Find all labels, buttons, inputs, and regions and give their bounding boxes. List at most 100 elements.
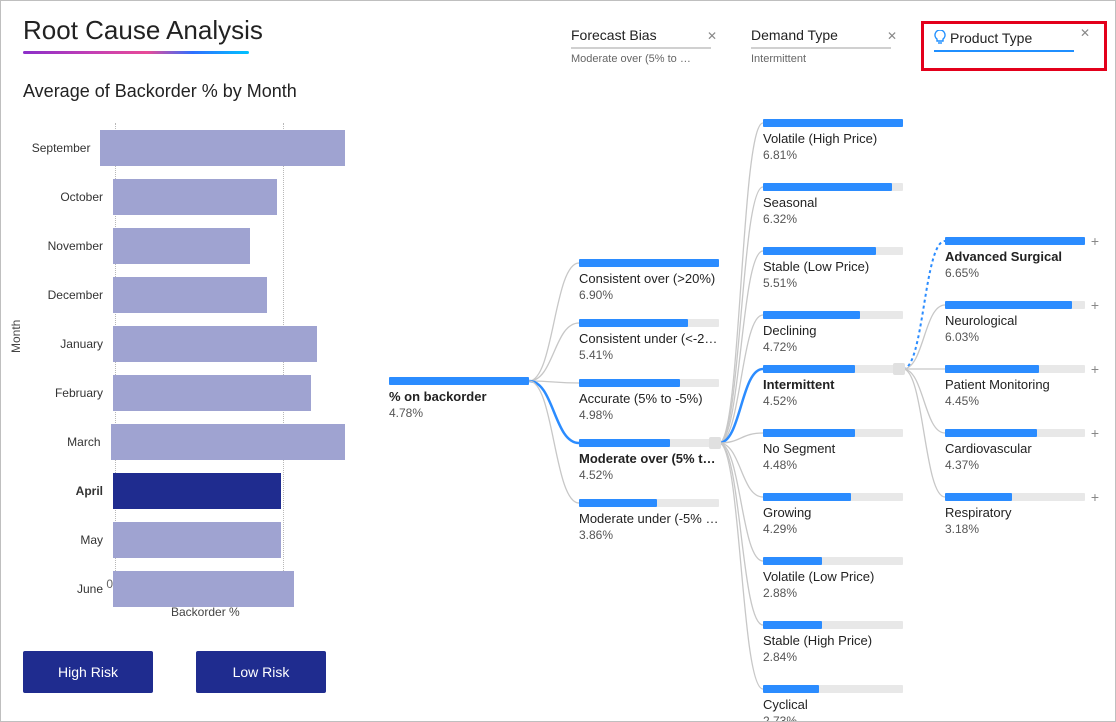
node-label: Accurate (5% to -5%) (579, 391, 719, 407)
node-bar-fill (579, 499, 657, 507)
tree-node[interactable]: Stable (High Price)2.84% (763, 621, 903, 664)
node-bar-fill (763, 557, 822, 565)
tree-node[interactable]: Cardiovascular4.37%+ (945, 429, 1085, 472)
bar-fill (113, 522, 281, 558)
node-bar-fill (763, 429, 855, 437)
crumb-title: Demand Type (751, 27, 838, 45)
node-label: Moderate over (5% t… (579, 451, 719, 467)
tree-node[interactable]: Seasonal6.32% (763, 183, 903, 226)
node-label: No Segment (763, 441, 903, 457)
bar-row[interactable]: June (23, 564, 345, 613)
close-icon[interactable]: ✕ (887, 29, 897, 43)
crumb-underline (934, 50, 1074, 52)
tree-node[interactable]: Respiratory3.18%+ (945, 493, 1085, 536)
tree-node[interactable]: % on backorder4.78% (389, 377, 529, 420)
tree-node[interactable]: Advanced Surgical6.65%+ (945, 237, 1085, 280)
tree-node[interactable]: Moderate over (5% t…4.52% (579, 439, 719, 482)
node-bar-fill (579, 439, 670, 447)
node-label: Volatile (Low Price) (763, 569, 903, 585)
tree-node[interactable]: Patient Monitoring4.45%+ (945, 365, 1085, 408)
node-label: Cardiovascular (945, 441, 1085, 457)
close-icon[interactable]: ✕ (707, 29, 717, 43)
crumb-underline (571, 47, 711, 49)
tree-node[interactable]: Accurate (5% to -5%)4.98% (579, 379, 719, 422)
tree-node[interactable]: Cyclical2.73% (763, 685, 903, 722)
bar-fill (113, 375, 311, 411)
node-label: Moderate under (-5% … (579, 511, 719, 527)
tree-node[interactable]: Consistent over (>20%)6.90% (579, 259, 719, 302)
node-bar-fill (763, 685, 819, 693)
node-value: 2.84% (763, 650, 903, 664)
bar-fill (113, 277, 267, 313)
low-risk-button[interactable]: Low Risk (196, 651, 326, 693)
node-label: Seasonal (763, 195, 903, 211)
bar-row[interactable]: January (23, 319, 345, 368)
node-value: 4.45% (945, 394, 1085, 408)
tree-node[interactable]: No Segment4.48% (763, 429, 903, 472)
node-value: 6.32% (763, 212, 903, 226)
node-bar-fill (945, 237, 1085, 245)
decomposition-tree: % on backorder4.78% Consistent over (>20%… (389, 101, 1109, 721)
tree-node[interactable]: Intermittent4.52% (763, 365, 903, 408)
bar-label: November (23, 239, 113, 253)
node-label: Respiratory (945, 505, 1085, 521)
bar-fill (113, 228, 250, 264)
tree-level-header[interactable]: Demand Type Intermittent ✕ (751, 27, 911, 65)
plus-icon[interactable]: + (1091, 233, 1099, 249)
bar-chart: 0%5% Month Backorder % SeptemberOctoberN… (23, 123, 345, 593)
bar-row[interactable]: September (23, 123, 345, 172)
bar-row[interactable]: March (23, 417, 345, 466)
tree-node[interactable]: Stable (Low Price)5.51% (763, 247, 903, 290)
tree-level-header[interactable]: Product Type ✕ (921, 21, 1107, 71)
plus-icon[interactable]: + (1091, 425, 1099, 441)
plus-icon[interactable]: + (1091, 361, 1099, 377)
chart-title: Average of Backorder % by Month (23, 81, 297, 102)
bar-row[interactable]: December (23, 270, 345, 319)
bar-row[interactable]: November (23, 221, 345, 270)
node-value: 6.65% (945, 266, 1085, 280)
high-risk-button[interactable]: High Risk (23, 651, 153, 693)
node-value: 4.78% (389, 406, 529, 420)
crumb-title: Product Type (948, 30, 1032, 48)
tree-node[interactable]: Declining4.72% (763, 311, 903, 354)
node-label: Growing (763, 505, 903, 521)
bar-row[interactable]: May (23, 515, 345, 564)
bar-label: December (23, 288, 113, 302)
node-value: 4.29% (763, 522, 903, 536)
node-value: 5.51% (763, 276, 903, 290)
tree-node[interactable]: Consistent under (<-2…5.41% (579, 319, 719, 362)
bar-row[interactable]: April (23, 466, 345, 515)
node-label: Volatile (High Price) (763, 131, 903, 147)
plus-icon[interactable]: + (1091, 297, 1099, 313)
bar-label: February (23, 386, 113, 400)
crumb-subtitle: Intermittent (751, 53, 911, 65)
close-icon[interactable]: ✕ (1080, 26, 1090, 40)
title-underline (23, 51, 249, 54)
page-title: Root Cause Analysis (23, 15, 263, 46)
expand-knob[interactable] (893, 363, 905, 375)
bar-row[interactable]: February (23, 368, 345, 417)
tree-node[interactable]: Volatile (Low Price)2.88% (763, 557, 903, 600)
node-label: Advanced Surgical (945, 249, 1085, 265)
tree-level-header[interactable]: Forecast BiasModerate over (5% to …✕ (571, 27, 731, 65)
tree-node[interactable]: Growing4.29% (763, 493, 903, 536)
plus-icon[interactable]: + (1091, 489, 1099, 505)
tree-node[interactable]: Neurological6.03%+ (945, 301, 1085, 344)
node-bar-fill (763, 621, 822, 629)
button-label: Low Risk (233, 664, 290, 680)
node-label: Neurological (945, 313, 1085, 329)
tree-node[interactable]: Moderate under (-5% …3.86% (579, 499, 719, 542)
bar-label: May (23, 533, 113, 547)
expand-knob[interactable] (709, 437, 721, 449)
node-bar-fill (763, 493, 851, 501)
node-bar-fill (579, 319, 688, 327)
node-value: 4.48% (763, 458, 903, 472)
node-value: 4.52% (763, 394, 903, 408)
bar-fill (113, 473, 281, 509)
tree-node[interactable]: Volatile (High Price)6.81% (763, 119, 903, 162)
bar-row[interactable]: October (23, 172, 345, 221)
node-bar-fill (945, 365, 1039, 373)
y-axis-title: Month (9, 320, 23, 353)
node-value: 2.88% (763, 586, 903, 600)
node-label: % on backorder (389, 389, 529, 405)
